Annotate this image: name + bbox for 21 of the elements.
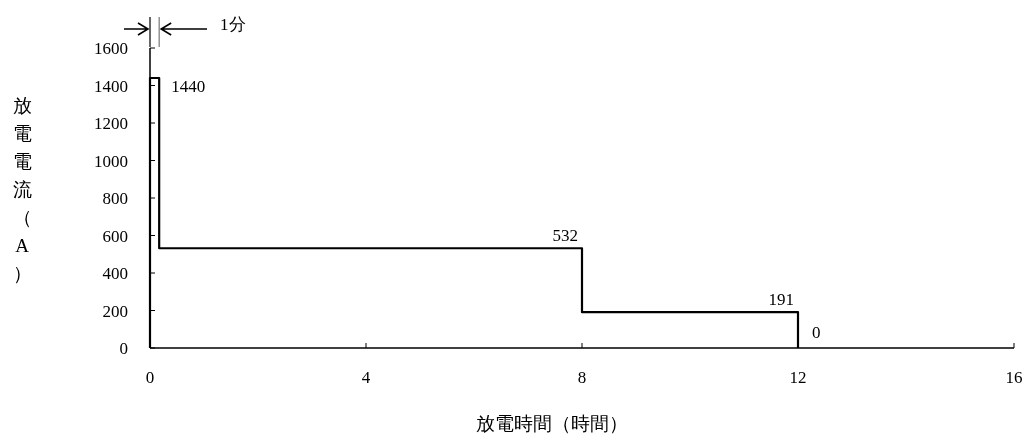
data-label: 191	[768, 290, 794, 310]
y-tick-label: 1400	[94, 76, 128, 96]
text: 1分	[220, 15, 246, 34]
y-tick-label: 800	[102, 189, 128, 208]
x-tick-label: 12	[789, 368, 807, 387]
y-tick-label: 0	[119, 339, 128, 358]
data-label: 532	[552, 226, 578, 246]
y-tick-label: 1000	[94, 151, 128, 171]
x-tick-label: 0	[145, 368, 155, 387]
x-axis-title: 放電時間（時間）	[476, 413, 628, 434]
y-tick-label: 1200	[94, 114, 128, 133]
y-tick-label: 600	[102, 226, 128, 246]
y-tick-label: 400	[102, 264, 128, 283]
data-label: 0	[812, 323, 821, 342]
y-tick-label: 1600	[94, 39, 128, 58]
x-tick-label: 4	[361, 368, 371, 387]
x-tick-label: 8	[577, 368, 587, 387]
x-tick-label: 16	[1005, 368, 1023, 387]
data-label: 1440	[171, 77, 206, 96]
y-axis-title: 放電電流（A）	[12, 95, 32, 284]
y-tick-label: 200	[102, 301, 128, 321]
